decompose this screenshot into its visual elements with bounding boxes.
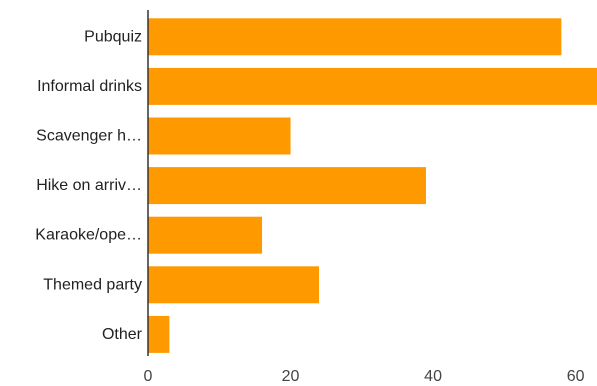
category-label-pubquiz: Pubquiz <box>84 28 142 45</box>
bar-scavenger-h <box>148 117 291 155</box>
x-tick-label-40: 40 <box>424 368 442 385</box>
bar-pubquiz <box>148 18 562 56</box>
category-label-themed-party: Themed party <box>43 276 142 293</box>
bar-informal-drinks <box>148 67 597 105</box>
bars-layer <box>148 18 597 353</box>
x-tick-label-20: 20 <box>282 368 300 385</box>
category-label-other: Other <box>102 326 143 343</box>
x-tick-label-0: 0 <box>144 368 153 385</box>
bar-hike-on-arriv <box>148 167 426 205</box>
bar-karaoke-ope <box>148 216 263 254</box>
x-tick-labels: 0 20 40 60 <box>144 368 585 385</box>
category-label-scavenger-h: Scavenger h… <box>36 128 142 145</box>
category-labels: Pubquiz Informal drinks Scavenger h… Hike o… <box>35 28 142 343</box>
bar-other <box>148 315 170 353</box>
x-tick-label-60: 60 <box>567 368 585 385</box>
category-label-karaoke-ope: Karaoke/ope… <box>35 227 142 244</box>
bar-themed-party <box>148 266 320 304</box>
category-label-hike-on-arriv: Hike on arriv… <box>36 177 142 194</box>
category-label-informal-drinks: Informal drinks <box>37 78 142 95</box>
